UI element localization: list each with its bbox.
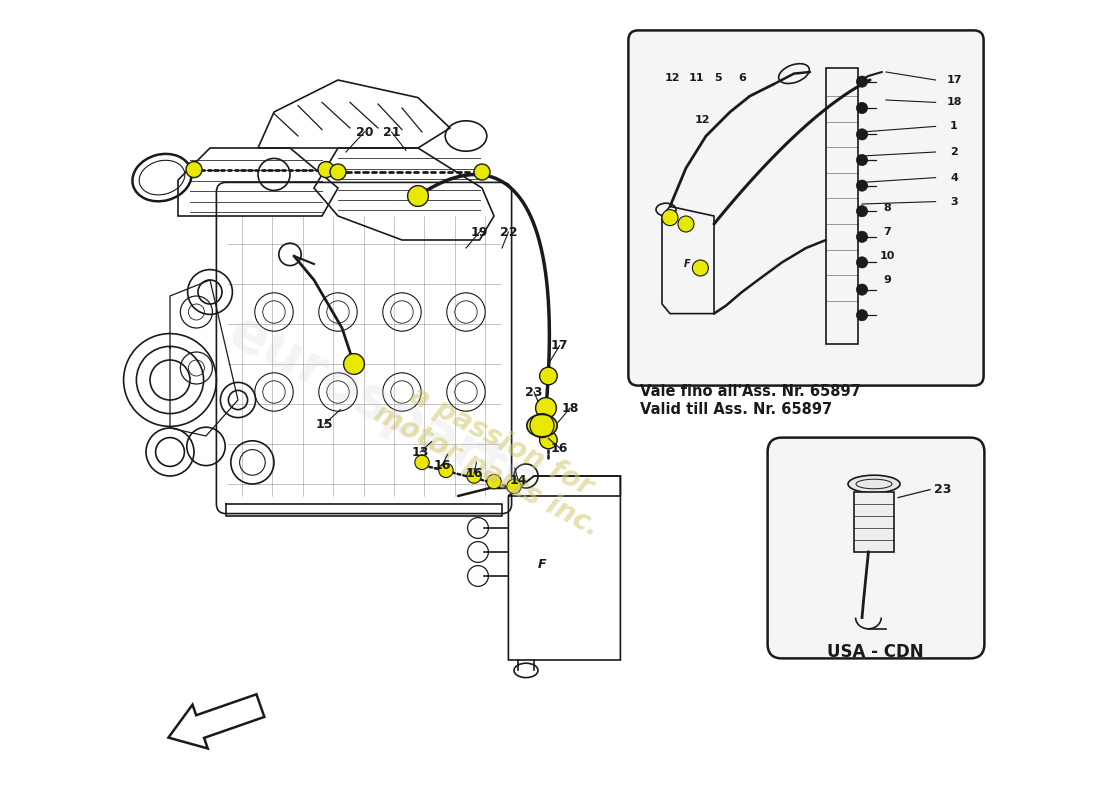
Text: 16: 16	[465, 467, 483, 480]
Circle shape	[507, 479, 521, 494]
Text: 20: 20	[355, 126, 373, 138]
Circle shape	[857, 102, 868, 114]
Text: 3: 3	[950, 197, 958, 206]
Text: a passion for
motor parts inc.: a passion for motor parts inc.	[368, 370, 619, 542]
Ellipse shape	[848, 475, 900, 493]
Circle shape	[474, 164, 490, 180]
FancyBboxPatch shape	[628, 30, 983, 386]
Circle shape	[662, 210, 678, 226]
Text: 11: 11	[689, 74, 704, 83]
Circle shape	[540, 367, 558, 385]
Text: 13: 13	[411, 446, 429, 458]
FancyBboxPatch shape	[768, 438, 984, 658]
Circle shape	[540, 431, 558, 449]
Circle shape	[857, 129, 868, 140]
Circle shape	[408, 186, 428, 206]
Text: 7: 7	[883, 227, 891, 237]
Text: 12: 12	[694, 115, 710, 125]
Text: 14: 14	[509, 474, 527, 486]
Circle shape	[318, 162, 334, 178]
Circle shape	[857, 206, 868, 217]
Circle shape	[857, 76, 868, 87]
Circle shape	[692, 260, 708, 276]
Circle shape	[536, 398, 557, 418]
Circle shape	[678, 216, 694, 232]
Text: 19: 19	[471, 226, 488, 238]
Circle shape	[439, 463, 453, 478]
Circle shape	[466, 469, 481, 483]
Text: 16: 16	[433, 459, 451, 472]
Text: 12: 12	[664, 74, 680, 83]
Polygon shape	[854, 492, 894, 552]
Text: eurosparts: eurosparts	[219, 305, 544, 511]
Text: Vale fino all'Ass. Nr. 65897: Vale fino all'Ass. Nr. 65897	[639, 385, 860, 399]
Text: 18: 18	[561, 402, 579, 414]
Circle shape	[857, 310, 868, 321]
Text: 15: 15	[316, 418, 333, 430]
Circle shape	[415, 455, 429, 470]
Circle shape	[857, 257, 868, 268]
Text: 23: 23	[526, 386, 542, 398]
Text: 5: 5	[714, 74, 722, 83]
Circle shape	[487, 474, 502, 489]
Text: 1: 1	[950, 122, 958, 131]
Text: F: F	[538, 558, 547, 570]
Text: 8: 8	[883, 203, 891, 213]
Circle shape	[186, 162, 202, 178]
Circle shape	[343, 354, 364, 374]
Text: 10: 10	[880, 251, 895, 261]
Text: 17: 17	[946, 75, 961, 85]
Text: 23: 23	[934, 483, 952, 496]
Circle shape	[330, 164, 346, 180]
Text: 22: 22	[499, 226, 517, 238]
Text: 4: 4	[950, 173, 958, 182]
Text: 17: 17	[551, 339, 569, 352]
Text: 16: 16	[551, 442, 569, 454]
Circle shape	[857, 231, 868, 242]
FancyArrow shape	[168, 694, 264, 749]
Text: 6: 6	[738, 74, 746, 83]
Text: 18: 18	[946, 98, 961, 107]
Text: 2: 2	[950, 147, 958, 157]
Circle shape	[857, 284, 868, 295]
Text: Valid till Ass. Nr. 65897: Valid till Ass. Nr. 65897	[639, 402, 832, 417]
Text: 9: 9	[883, 275, 891, 285]
Text: F: F	[684, 259, 691, 269]
Circle shape	[857, 154, 868, 166]
Text: USA - CDN: USA - CDN	[827, 643, 924, 661]
Text: 21: 21	[383, 126, 400, 138]
Ellipse shape	[527, 414, 558, 437]
Circle shape	[857, 180, 868, 191]
